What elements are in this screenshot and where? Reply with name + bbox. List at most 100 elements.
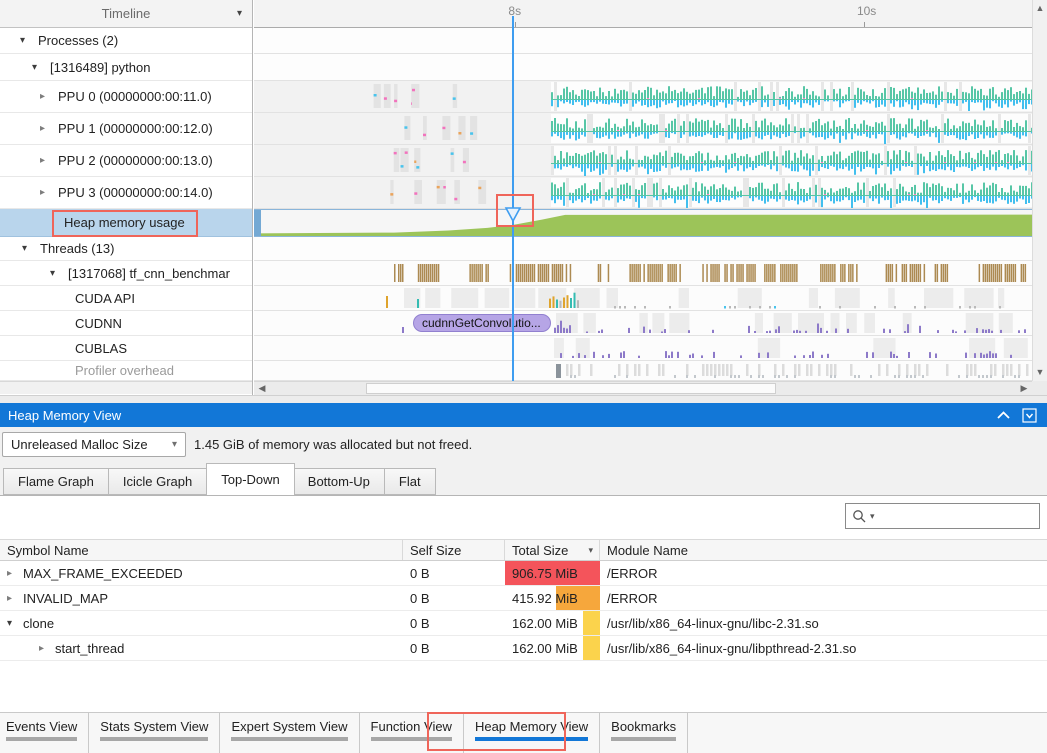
column-symbol-name[interactable]: Symbol Name [0, 540, 403, 560]
timeline-row-ppu0[interactable]: ▸ PPU 0 (00000000:00:11.0) [0, 81, 252, 113]
timeline-header[interactable]: Timeline ▾ [0, 0, 252, 28]
timeline-track-profiler[interactable] [254, 361, 1032, 381]
timeline-track-ppu2[interactable] [254, 145, 1032, 177]
timeline-row-ppu2[interactable]: ▸ PPU 2 (00000000:00:13.0) [0, 145, 252, 177]
table-row[interactable]: ▾ clone 0 B 162.00 MiB/usr/lib/x86_64-linux… [0, 611, 1047, 636]
bottom-tab-bookmarks[interactable]: Bookmarks [600, 713, 689, 753]
expand-icon[interactable]: ▸ [39, 642, 45, 654]
tab-top-down[interactable]: Top-Down [206, 463, 295, 495]
bottom-tab-events-view[interactable]: Events View [5, 713, 90, 753]
tab-icicle-graph[interactable]: Icicle Graph [108, 468, 208, 495]
timeline-track-tf[interactable] [254, 261, 1032, 286]
expand-icon[interactable]: ▸ [40, 155, 46, 166]
timeline-cursor-line[interactable] [512, 16, 514, 381]
bottom-tab-label: Events View [6, 719, 78, 734]
tab-underline [231, 737, 348, 741]
column-total-size[interactable]: Total Size ▾ [505, 540, 600, 560]
tab-flame-graph[interactable]: Flame Graph [3, 468, 109, 495]
horizontal-scrollbar[interactable]: ◀ ▶ [254, 381, 1032, 395]
timeline-row-threads[interactable]: ▾ Threads (13) [0, 237, 252, 261]
timeline-row-heap[interactable]: Heap memory usage [0, 209, 252, 237]
timeline-row-cuda[interactable]: CUDA API [0, 286, 252, 311]
self-size-cell: 0 B [403, 636, 505, 660]
row-label: CUBLAS [75, 340, 128, 356]
collapse-icon[interactable]: ▾ [22, 243, 28, 254]
malloc-type-select[interactable]: Unreleased Malloc Size ▾ [2, 432, 186, 457]
timeline-track-python[interactable] [254, 54, 1032, 81]
timeline-row-cublas[interactable]: CUBLAS [0, 336, 252, 361]
scrollbar-thumb[interactable] [366, 383, 776, 394]
module-cell: /usr/lib/x86_64-linux-gnu/libpthread-2.3… [600, 636, 1047, 660]
tab-bottom-up[interactable]: Bottom-Up [293, 468, 385, 495]
timeline-row-ppu3[interactable]: ▸ PPU 3 (00000000:00:14.0) [0, 177, 252, 209]
timeline-row-ppu1[interactable]: ▸ PPU 1 (00000000:00:12.0) [0, 113, 252, 145]
scroll-right-icon[interactable]: ▶ [1020, 383, 1028, 393]
total-size-cell: 906.75 MiB [505, 561, 600, 585]
timeline-track-heap[interactable] [254, 209, 1032, 237]
symbol-cell: ▸ INVALID_MAP [0, 586, 403, 610]
bottom-tab-stats-system-view[interactable]: Stats System View [89, 713, 221, 753]
expand-icon[interactable]: ▸ [7, 592, 13, 604]
timeline-row-tf[interactable]: ▾ [1317068] tf_cnn_benchmar [0, 261, 252, 286]
search-input[interactable] [874, 505, 1039, 527]
tab-underline [100, 737, 209, 741]
timeline-track-cublas[interactable] [254, 336, 1032, 361]
expand-icon[interactable]: ▸ [40, 187, 46, 198]
table-header[interactable]: Symbol Name Self Size Total Size ▾ Module… [0, 539, 1047, 561]
timeline-row-python[interactable]: ▾ [1316489] python [0, 54, 252, 81]
bottom-tab-function-view[interactable]: Function View [360, 713, 464, 753]
expand-icon[interactable]: ▸ [40, 91, 46, 102]
expand-icon[interactable]: ▸ [40, 123, 46, 134]
bottom-tab-label: Heap Memory View [474, 719, 589, 734]
collapse-icon[interactable]: ▾ [7, 617, 13, 629]
timeline-chart-panel[interactable]: 8s 10s cudnnGetConvolutio... [254, 0, 1032, 381]
search-box[interactable]: ▾ [845, 503, 1040, 529]
table-row[interactable]: ▸ INVALID_MAP 0 B 415.92 MiB/ERROR [0, 586, 1047, 611]
row-label: [1317068] tf_cnn_benchmar [68, 265, 230, 281]
heap-view-title: Heap Memory View [8, 407, 122, 423]
timeline-track-ppu3[interactable] [254, 177, 1032, 209]
collapse-icon[interactable]: ▾ [20, 35, 26, 46]
collapse-icon[interactable]: ▾ [50, 267, 56, 279]
ruler-tick [515, 22, 517, 27]
timeline-ruler[interactable]: 8s 10s [254, 0, 1032, 28]
table-body: ▸ MAX_FRAME_EXCEEDED 0 B 906.75 MiB/ERROR ▸ I… [0, 561, 1047, 661]
timeline-track-cudnn[interactable]: cudnnGetConvolutio... [254, 311, 1032, 336]
column-module-name[interactable]: Module Name [607, 542, 688, 558]
heap-view-tabs: Flame Graph Icicle Graph Top-Down Bottom-Up… [0, 462, 1047, 495]
table-row[interactable]: ▸ MAX_FRAME_EXCEEDED 0 B 906.75 MiB/ERROR [0, 561, 1047, 586]
timeline-track-cuda[interactable] [254, 286, 1032, 311]
collapse-panel-icon[interactable] [997, 411, 1010, 419]
cudnn-range[interactable]: cudnnGetConvolutio... [413, 314, 551, 332]
scroll-left-icon[interactable]: ◀ [258, 383, 266, 393]
panel-splitter[interactable] [0, 395, 1047, 403]
timeline-track-processes[interactable] [254, 28, 1032, 54]
timeline-track-threads[interactable] [254, 237, 1032, 261]
scroll-down-icon[interactable]: ▼ [1035, 367, 1045, 377]
timeline-row-profiler[interactable]: Profiler overhead [0, 361, 252, 381]
expand-icon[interactable]: ▸ [7, 567, 13, 579]
table-row[interactable]: ▸ start_thread 0 B 162.00 MiB/usr/lib/x86_6… [0, 636, 1047, 661]
bottom-tab-label: Bookmarks [611, 719, 677, 734]
timeline-cursor-marker-icon[interactable] [504, 206, 522, 226]
bottom-tab-expert-system-view[interactable]: Expert System View [220, 713, 360, 753]
row-label: PPU 1 (00000000:00:12.0) [58, 121, 213, 136]
bottom-tab-heap-memory-view[interactable]: Heap Memory View [464, 713, 601, 753]
bottom-tabbar: Events View Stats System View Expert Syste… [0, 712, 1047, 753]
collapse-icon[interactable]: ▾ [32, 61, 38, 73]
column-self-size[interactable]: Self Size [403, 540, 505, 560]
row-label: CUDA API [75, 290, 135, 306]
timeline-row-cudnn[interactable]: CUDNN [0, 311, 252, 336]
undock-panel-icon[interactable] [1022, 407, 1037, 423]
bottom-tab-label: Expert System View [231, 719, 348, 734]
timeline-header-dropdown-icon[interactable]: ▾ [236, 8, 242, 19]
timeline-track-ppu0[interactable] [254, 81, 1032, 113]
timeline-row-processes[interactable]: ▾ Processes (2) [0, 28, 252, 54]
heap-view-content: ▾ Symbol Name Self Size Total Size ▾ Modu… [0, 495, 1047, 712]
search-dropdown-icon[interactable]: ▾ [870, 510, 875, 521]
vertical-scrollbar[interactable]: ▲ ▼ [1032, 0, 1047, 381]
indent [0, 40, 20, 41]
scroll-up-icon[interactable]: ▲ [1035, 3, 1045, 13]
timeline-track-ppu1[interactable] [254, 113, 1032, 145]
tab-flat[interactable]: Flat [384, 468, 436, 495]
